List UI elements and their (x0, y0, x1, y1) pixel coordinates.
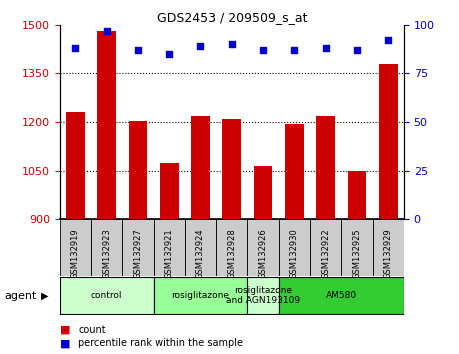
Point (259, 47, 267, 53)
FancyBboxPatch shape (310, 219, 341, 276)
Text: GSM132924: GSM132924 (196, 228, 205, 279)
Point (353, 47, 361, 53)
Point (228, 41, 235, 47)
FancyBboxPatch shape (247, 219, 279, 276)
Text: control: control (91, 291, 123, 300)
Text: ■: ■ (60, 338, 70, 348)
FancyBboxPatch shape (216, 219, 247, 276)
Text: GSM132923: GSM132923 (102, 228, 111, 279)
Point (166, 51, 173, 57)
Text: GSM132921: GSM132921 (165, 228, 174, 279)
Text: GSM132922: GSM132922 (321, 228, 330, 279)
Point (322, 45, 330, 51)
FancyBboxPatch shape (279, 219, 310, 276)
FancyBboxPatch shape (91, 219, 122, 276)
Text: GSM132929: GSM132929 (384, 228, 393, 279)
Bar (285, 124, 304, 219)
FancyBboxPatch shape (122, 219, 154, 276)
Text: count: count (78, 325, 106, 335)
Bar (347, 171, 366, 219)
Bar (129, 120, 147, 219)
Text: GSM132926: GSM132926 (258, 228, 268, 279)
Point (385, 38, 392, 43)
Text: rosiglitazone
and AGN193109: rosiglitazone and AGN193109 (226, 286, 300, 305)
Point (103, 28, 110, 33)
Text: AM580: AM580 (326, 291, 357, 300)
FancyBboxPatch shape (154, 219, 185, 276)
Bar (97, 31, 116, 219)
Title: GDS2453 / 209509_s_at: GDS2453 / 209509_s_at (157, 11, 307, 24)
Bar (379, 64, 397, 219)
Text: percentile rank within the sample: percentile rank within the sample (78, 338, 243, 348)
FancyBboxPatch shape (185, 219, 216, 276)
Bar (191, 116, 210, 219)
FancyBboxPatch shape (373, 219, 404, 276)
Bar (254, 166, 273, 219)
Point (197, 43, 204, 49)
FancyBboxPatch shape (279, 277, 404, 314)
Text: GSM132927: GSM132927 (134, 228, 142, 279)
FancyBboxPatch shape (154, 277, 247, 314)
Text: GSM132925: GSM132925 (353, 228, 362, 279)
Text: GSM132930: GSM132930 (290, 228, 299, 279)
FancyBboxPatch shape (60, 277, 154, 314)
Text: ▶: ▶ (41, 291, 49, 301)
FancyBboxPatch shape (247, 277, 279, 314)
FancyBboxPatch shape (60, 219, 91, 276)
Text: GSM132919: GSM132919 (71, 228, 80, 279)
Bar (223, 119, 241, 219)
Text: rosiglitazone: rosiglitazone (172, 291, 230, 300)
Bar (160, 163, 179, 219)
Point (291, 47, 298, 53)
Text: agent: agent (5, 291, 37, 301)
Point (134, 47, 141, 53)
Bar (66, 112, 85, 219)
Point (72, 45, 79, 51)
Text: ■: ■ (60, 325, 70, 335)
Bar (316, 116, 335, 219)
FancyBboxPatch shape (341, 219, 373, 276)
Text: GSM132928: GSM132928 (227, 228, 236, 279)
